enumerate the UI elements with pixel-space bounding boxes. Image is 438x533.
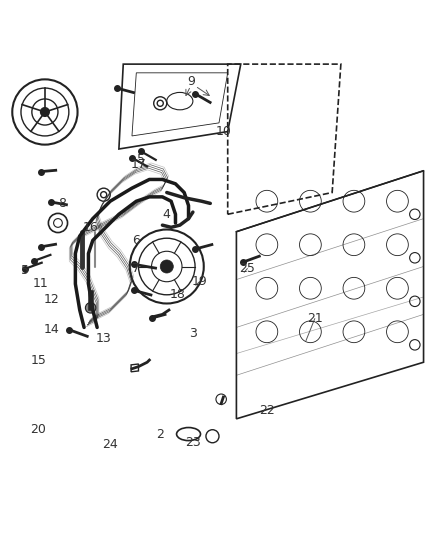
Text: 2: 2 [156,427,164,441]
Text: 16: 16 [83,221,99,234]
Circle shape [160,260,173,273]
Text: 3: 3 [189,327,197,341]
Text: 22: 22 [259,403,275,417]
Text: 25: 25 [239,262,255,275]
Text: 8: 8 [58,197,66,210]
Circle shape [41,108,49,116]
Text: 15: 15 [31,353,46,367]
Text: 12: 12 [43,293,59,305]
Text: 18: 18 [170,288,186,301]
Text: 13: 13 [96,332,112,345]
Text: 11: 11 [33,277,49,290]
Text: 10: 10 [215,125,231,138]
Text: 7: 7 [132,262,140,275]
Text: 14: 14 [43,323,59,336]
Text: 4: 4 [163,208,171,221]
Text: 5: 5 [137,154,145,166]
Text: 17: 17 [131,158,146,171]
Text: 20: 20 [31,423,46,436]
Text: 21: 21 [307,312,323,325]
Text: 5: 5 [21,264,29,277]
Text: 23: 23 [185,437,201,449]
Text: 19: 19 [191,275,207,288]
Text: 6: 6 [132,234,140,247]
Text: 9: 9 [187,75,194,88]
Text: 24: 24 [102,439,118,451]
Circle shape [85,303,96,313]
